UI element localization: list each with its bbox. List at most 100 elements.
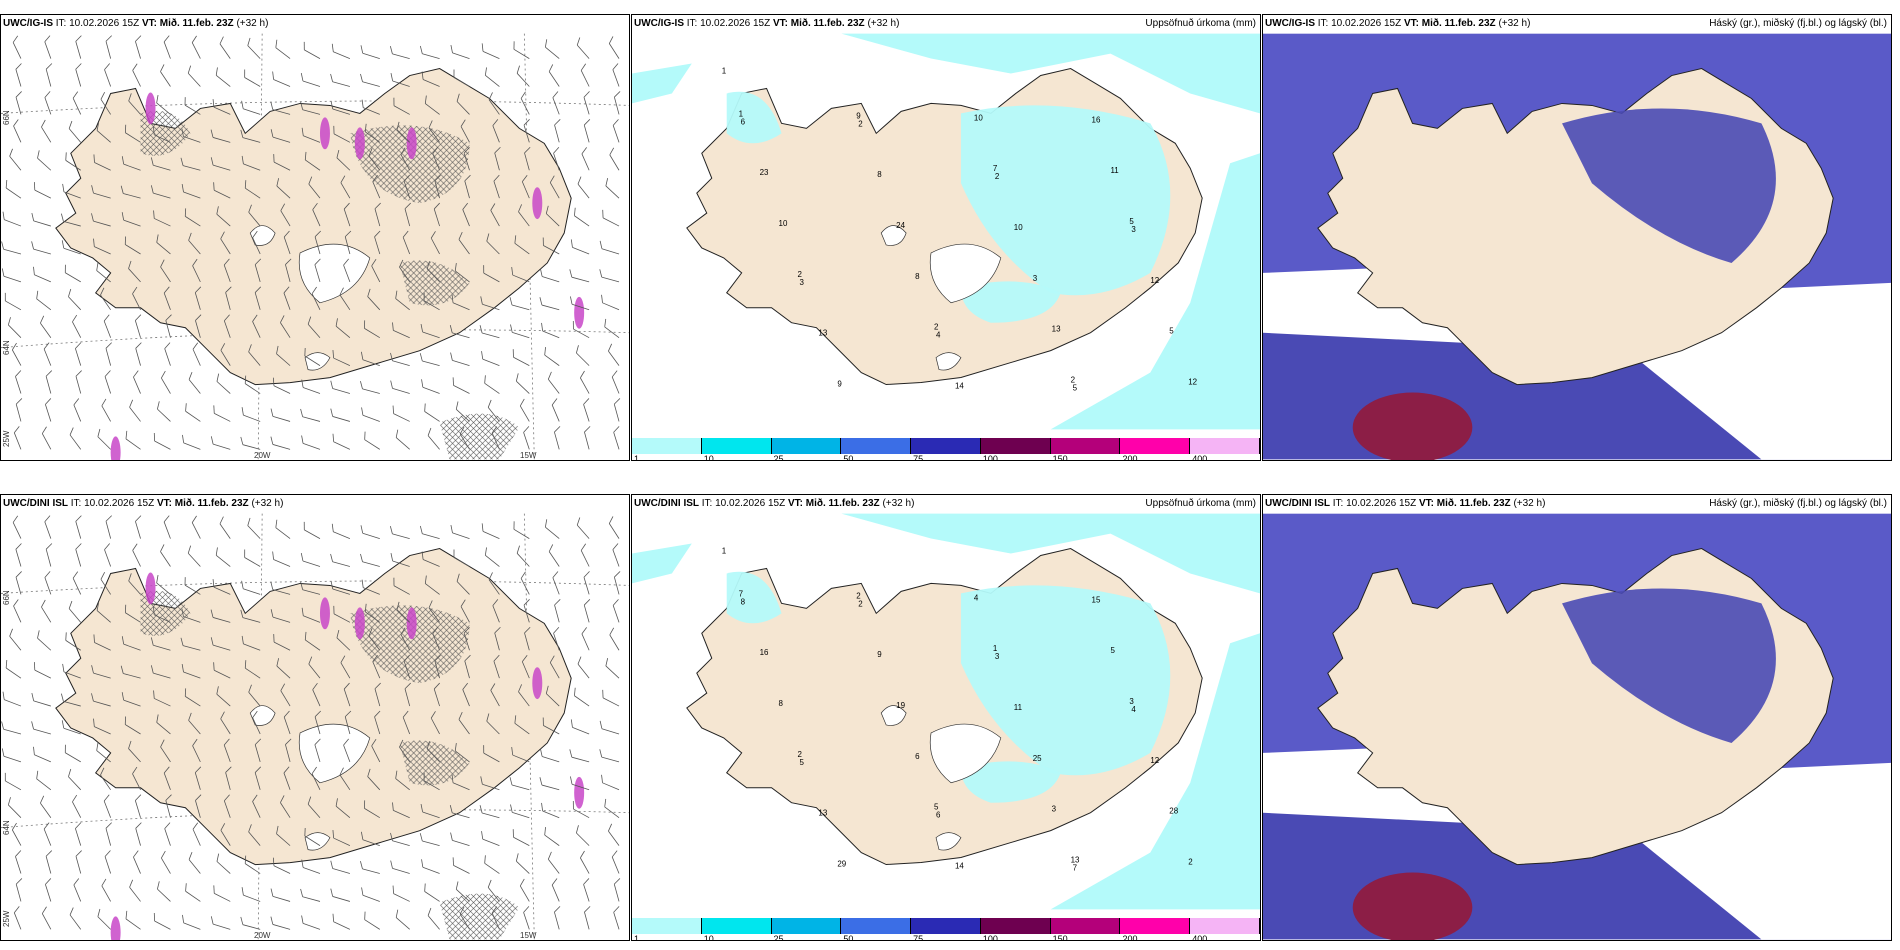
wind-barb [544, 39, 560, 59]
wind-barb [491, 426, 500, 450]
colorbar-segment [841, 918, 912, 934]
wind-barb [389, 46, 410, 59]
wind-barb [244, 180, 261, 199]
precip-value-label: 16 [1092, 115, 1101, 124]
precip-value-label: 4 [974, 593, 979, 602]
wind-barb [492, 119, 500, 143]
wind-barb [549, 175, 560, 199]
wind-barb [163, 766, 171, 790]
wind-barb [7, 797, 22, 818]
wind-barb [554, 119, 561, 143]
wind-barb [427, 907, 440, 930]
wind-barb [480, 296, 500, 311]
wind-barb [272, 857, 291, 874]
wind-map[interactable] [1, 513, 629, 940]
wind-barb [150, 185, 171, 199]
wind-barb [330, 888, 351, 902]
wind-barb [105, 822, 112, 846]
wind-barb [454, 742, 470, 763]
wind-barb [219, 36, 231, 59]
wind-barb [132, 543, 141, 567]
glacier-outline [298, 243, 371, 304]
precip-value-label: 2 [858, 599, 863, 608]
wind-barb [285, 258, 292, 282]
wind-barb [11, 822, 22, 846]
colorbar-segment [1190, 438, 1260, 454]
precip-swath [1050, 153, 1260, 430]
wind-barb [545, 685, 560, 707]
wind-barb [225, 766, 232, 790]
wind-barb [75, 63, 82, 87]
wind-barb [45, 398, 52, 422]
wind-barb [553, 626, 560, 651]
wind-barb [72, 794, 82, 818]
colorbar-label: 50 [843, 934, 854, 941]
precip-map[interactable]: 1 2 2 3 3 4 5 6 8 10 12 13 14 16 23 24 3 5 9 10 11 10 8 13 12 9 7 5… [632, 33, 1260, 430]
glacier-outline [935, 352, 962, 371]
wind-barb [275, 519, 291, 539]
wind-barb [613, 571, 621, 595]
wind-barb [599, 749, 620, 763]
wind-barb [132, 766, 141, 790]
wind-barb [367, 768, 381, 791]
wind-barb [479, 805, 500, 819]
wind-barb [372, 655, 381, 679]
wind-barb [128, 260, 141, 283]
wind-barb [252, 710, 261, 735]
snow-hatch-area [349, 605, 470, 684]
wind-barb [402, 230, 411, 255]
wind-barb [72, 571, 82, 595]
precip-value-label: 3 [1129, 697, 1134, 706]
wind-barb [216, 686, 231, 707]
wind-barb [456, 93, 470, 115]
lon-label: 15W [520, 931, 537, 940]
wind-barb [331, 43, 351, 59]
cloud-map[interactable] [1263, 33, 1891, 460]
wind-barb [31, 212, 51, 227]
wind-barb [360, 831, 380, 846]
precip-value-label: 10 [974, 113, 983, 122]
wind-barb [520, 571, 530, 595]
wind-barb [491, 906, 500, 930]
wind-barb [449, 325, 470, 339]
wind-barb [185, 883, 201, 902]
glacier-outline [249, 705, 276, 726]
cloud-map[interactable] [1263, 513, 1891, 940]
wind-barb [13, 119, 22, 143]
wind-barb [270, 916, 291, 930]
colorbar-label: 200 [1122, 934, 1138, 941]
precip-map[interactable]: 1 2 3 4 5 6 7 8 9 11 12 13 14 15 16 19 25 28 29 4 5 8 6 3 2 2 1 3 2 5… [632, 513, 1260, 910]
wind-barb [9, 148, 22, 171]
wind-barb [513, 521, 530, 539]
precip-value-label: 25 [1033, 754, 1042, 763]
precip-value-label: 7 [993, 164, 998, 173]
wind-barb [364, 320, 381, 339]
meridian-15w [523, 33, 535, 460]
wind-barb [390, 73, 410, 87]
precip-area [960, 281, 1061, 323]
wind-barb [390, 352, 410, 367]
wind-barb [300, 888, 321, 902]
wind-barb [583, 119, 591, 143]
wind-barb [135, 342, 142, 366]
mid-cloud-area [1562, 588, 1776, 743]
wind-barb [608, 823, 620, 846]
wind-barb [395, 290, 410, 311]
wind-barb [303, 521, 321, 539]
colorbar-label: 1 [634, 934, 640, 941]
wind-barb [304, 827, 321, 846]
wind-barb [426, 741, 440, 763]
wind-barb [511, 267, 530, 283]
wind-barb [75, 370, 82, 394]
wind-map[interactable] [1, 33, 629, 460]
wind-barb [216, 373, 231, 394]
wind-barb [580, 850, 590, 874]
wind-barb [515, 373, 530, 394]
wind-barb [184, 208, 201, 227]
wind-barb [104, 63, 112, 87]
wind-barb [483, 265, 500, 283]
wind-barb [367, 288, 381, 311]
precip-value-label: 16 [760, 648, 769, 657]
wind-barb [344, 710, 352, 735]
wind-barb [308, 176, 321, 199]
